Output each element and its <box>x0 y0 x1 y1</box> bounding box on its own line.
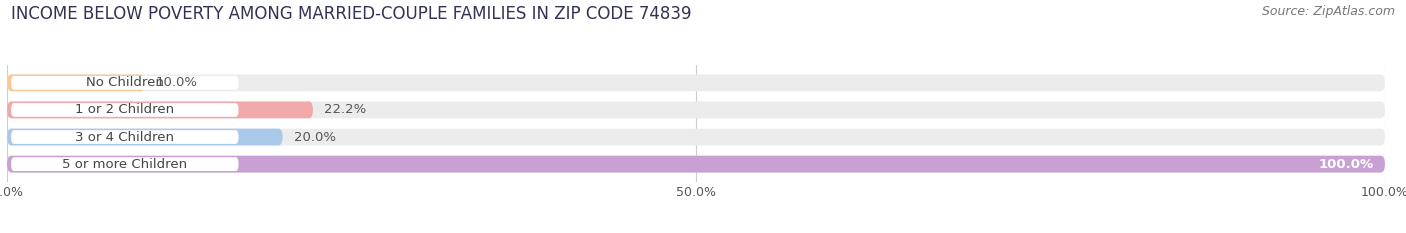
FancyBboxPatch shape <box>7 102 314 118</box>
FancyBboxPatch shape <box>7 102 1385 118</box>
FancyBboxPatch shape <box>7 129 283 145</box>
FancyBboxPatch shape <box>11 76 239 90</box>
Text: 20.0%: 20.0% <box>294 130 336 144</box>
Text: 22.2%: 22.2% <box>323 103 366 116</box>
FancyBboxPatch shape <box>11 130 239 144</box>
Text: 5 or more Children: 5 or more Children <box>62 158 187 171</box>
FancyBboxPatch shape <box>11 157 239 171</box>
Text: 1 or 2 Children: 1 or 2 Children <box>76 103 174 116</box>
Text: INCOME BELOW POVERTY AMONG MARRIED-COUPLE FAMILIES IN ZIP CODE 74839: INCOME BELOW POVERTY AMONG MARRIED-COUPL… <box>11 5 692 23</box>
FancyBboxPatch shape <box>7 156 1385 172</box>
FancyBboxPatch shape <box>7 75 1385 91</box>
FancyBboxPatch shape <box>7 75 145 91</box>
FancyBboxPatch shape <box>7 129 1385 145</box>
Text: 10.0%: 10.0% <box>156 76 198 89</box>
Text: 100.0%: 100.0% <box>1319 158 1374 171</box>
FancyBboxPatch shape <box>11 103 239 117</box>
Text: No Children: No Children <box>86 76 163 89</box>
Text: 3 or 4 Children: 3 or 4 Children <box>76 130 174 144</box>
Text: Source: ZipAtlas.com: Source: ZipAtlas.com <box>1261 5 1395 18</box>
FancyBboxPatch shape <box>7 156 1385 172</box>
